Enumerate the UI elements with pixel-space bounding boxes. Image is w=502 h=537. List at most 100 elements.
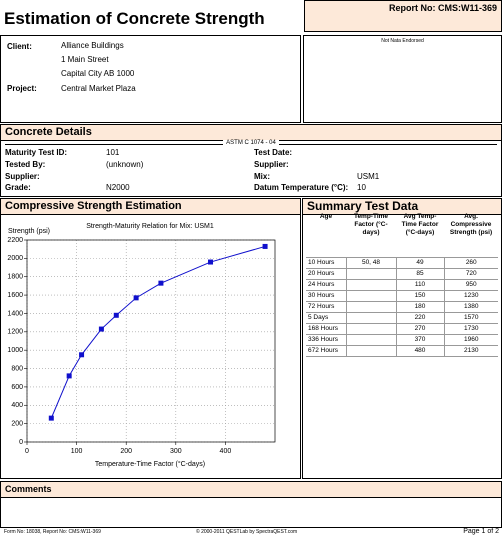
data-point	[113, 312, 119, 318]
strength-curve	[50, 245, 266, 419]
column-header: Age	[319, 213, 333, 220]
table-cell: 480	[395, 344, 444, 357]
chart-title: Strength-Maturity Relation for Mix: USM1	[86, 223, 214, 230]
table-cell	[345, 344, 396, 357]
report-no-box: Report No: CMS:W11-369	[304, 0, 502, 32]
x-tick-label: 200	[120, 448, 132, 455]
project: Central Market Plaza	[61, 84, 136, 93]
y-tick-label: 1400	[7, 310, 23, 317]
chart: Strength-Maturity Relation for Mix: USM1…	[7, 223, 276, 468]
y-tick-label: 1200	[7, 329, 23, 336]
table-row: 20 Hours 85 720	[306, 267, 498, 280]
plot-frame	[26, 239, 276, 443]
table-cell: 336 Hours	[306, 333, 346, 346]
client-line: Alliance Buildings	[61, 41, 124, 50]
footer-page: Page 1 of 2	[463, 528, 499, 535]
field-label: Datum Temperature (°C):	[254, 183, 349, 193]
table-cell: 180	[395, 300, 444, 313]
column-header: Avg Temp-Time Factor (°C-days)	[401, 213, 439, 236]
data-point	[208, 259, 214, 265]
concrete-details: Concrete Details ASTM C 1074 - 04 Maturi…	[0, 124, 502, 197]
table-cell	[345, 278, 396, 291]
table-cell: 10 Hours	[306, 256, 346, 269]
table-cell: 1380	[443, 300, 498, 313]
client-line: Capital City AB 1000	[61, 69, 135, 78]
project-label: Project:	[7, 84, 37, 93]
data-point	[79, 352, 85, 358]
field-value: 101	[106, 148, 120, 157]
field-value: (unknown)	[106, 159, 144, 169]
table-cell: 260	[443, 256, 498, 269]
footer-form: Form No: 18038, Report No: CMS:W11-369	[4, 529, 101, 535]
footer-copyright: © 2000-2011 QESTLab by SpectraQEST.com	[196, 529, 298, 535]
field-label: Tested By:	[5, 159, 46, 169]
table-cell: 270	[395, 322, 444, 335]
x-axis-label: Temperature-Time Factor (°C-days)	[95, 460, 205, 468]
table-row: 5 Days 220 1570	[306, 311, 498, 324]
table-cell: 110	[395, 278, 444, 291]
endorsement: Not Nata Endorsed	[381, 38, 424, 44]
y-tick-label: 0	[19, 439, 23, 446]
section-title: Compressive Strength Estimation	[1, 199, 300, 215]
y-tick-label: 1000	[7, 347, 23, 354]
data-point	[262, 243, 268, 249]
table-cell: 5 Days	[306, 311, 346, 324]
field-label: Mix:	[254, 171, 270, 181]
summary-table: Age Temp-Time Factor (°C-days) Avg Temp-Ti…	[306, 213, 498, 357]
y-tick-label: 2200	[7, 237, 23, 244]
table-row: 72 Hours 180 1380	[306, 300, 498, 313]
table-cell: 49	[395, 256, 444, 269]
column-header: Avg. Compressive Strength (psi)	[449, 213, 493, 236]
table-cell: 30 Hours	[306, 289, 346, 302]
table-row: 30 Hours 150 1230	[306, 289, 498, 302]
standard: ASTM C 1074 - 04	[1, 140, 501, 146]
y-tick-label: 800	[11, 365, 23, 372]
data-point	[158, 280, 164, 286]
x-tick-label: 100	[71, 448, 83, 455]
table-cell: 950	[443, 278, 498, 291]
y-tick-label: 600	[11, 384, 23, 391]
table-cell	[345, 289, 396, 302]
y-tick-label: 400	[11, 402, 23, 409]
field-label: Maturity Test ID:	[5, 148, 68, 157]
field-label: Grade:	[5, 183, 31, 193]
table-cell: 24 Hours	[306, 278, 346, 291]
table-row: 24 Hours 110 950	[306, 278, 498, 291]
strength-estimation: Compressive Strength Estimation	[0, 198, 301, 479]
standard-text: ASTM C 1074 - 04	[223, 140, 279, 146]
table-cell: 1960	[443, 333, 498, 346]
x-tick-label: 300	[170, 448, 182, 455]
field-label: Supplier:	[254, 159, 289, 169]
table-cell: 150	[395, 289, 444, 302]
x-tick-label: 400	[220, 448, 232, 455]
field-label: Test Date:	[254, 148, 293, 157]
table-row: 672 Hours 480 2130	[306, 344, 498, 357]
table-cell	[345, 311, 396, 324]
x-tick-label: 0	[25, 448, 29, 455]
table-cell	[345, 333, 396, 346]
table-cell	[345, 322, 396, 335]
client-label: Client:	[7, 42, 32, 51]
y-tick-label: 1600	[7, 292, 23, 299]
field-value: 10	[357, 183, 366, 193]
data-point	[98, 326, 104, 332]
summary: Summary Test Data Age Temp-Time Factor (°…	[302, 198, 502, 479]
y-tick-label: 1800	[7, 274, 23, 281]
table-row: 168 Hours 270 1730	[306, 322, 498, 335]
field-value: USM1	[357, 171, 380, 181]
client-line: 1 Main Street	[61, 55, 109, 64]
table-cell: 2130	[443, 344, 498, 357]
report-no: Report No: CMS:W11-369	[388, 3, 497, 13]
table-cell	[345, 300, 396, 313]
header-row: Age Temp-Time Factor (°C-days) Avg Temp-Ti…	[306, 213, 498, 257]
table-cell: 72 Hours	[306, 300, 346, 313]
table-row: 336 Hours 370 1960	[306, 333, 498, 346]
table-cell: 370	[395, 333, 444, 346]
report-title: Estimation of Concrete Strength	[4, 9, 265, 28]
y-tick-label: 200	[11, 420, 23, 427]
table-cell: 1570	[443, 311, 498, 324]
table-cell	[345, 267, 396, 280]
section-title: Comments	[1, 482, 501, 498]
table-row: 10 Hours 50, 48 49 260	[306, 256, 498, 269]
